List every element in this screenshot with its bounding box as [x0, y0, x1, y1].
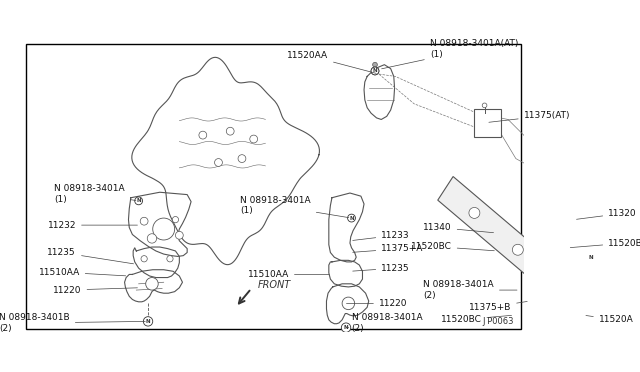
Text: J P0063: J P0063 [483, 317, 515, 326]
Polygon shape [329, 260, 362, 287]
Circle shape [342, 297, 355, 310]
Polygon shape [438, 177, 598, 323]
Text: N 08918-3401A(AT)
(1): N 08918-3401A(AT) (1) [381, 39, 518, 69]
Text: FRONT: FRONT [258, 280, 291, 291]
Circle shape [564, 244, 572, 252]
Text: 11220: 11220 [53, 286, 138, 295]
Polygon shape [133, 247, 179, 278]
Circle shape [372, 62, 378, 67]
Circle shape [147, 234, 157, 243]
Circle shape [141, 256, 147, 262]
Polygon shape [125, 270, 182, 302]
Text: 11233: 11233 [353, 231, 410, 240]
Text: 11232: 11232 [47, 221, 138, 230]
Text: N 08918-3401A
(2): N 08918-3401A (2) [423, 280, 517, 300]
Circle shape [143, 317, 153, 326]
Circle shape [348, 214, 355, 222]
Circle shape [167, 256, 173, 262]
Text: 11235: 11235 [47, 248, 134, 264]
Circle shape [135, 197, 143, 205]
Polygon shape [364, 65, 395, 119]
Text: N: N [372, 68, 378, 73]
Text: 11520BC: 11520BC [411, 242, 494, 251]
Text: N 08918-3401B
(2): N 08918-3401B (2) [0, 313, 145, 333]
Circle shape [199, 131, 207, 139]
Circle shape [146, 278, 158, 290]
Text: 11375+B: 11375+B [468, 301, 527, 312]
Text: 11340: 11340 [423, 223, 493, 232]
Circle shape [341, 323, 351, 332]
Text: N: N [136, 198, 141, 203]
Text: N: N [589, 255, 593, 260]
Text: 11520BC: 11520BC [440, 315, 511, 324]
FancyBboxPatch shape [474, 109, 501, 138]
Circle shape [572, 214, 585, 226]
Circle shape [371, 67, 379, 75]
Circle shape [175, 231, 183, 239]
Text: 11520AA: 11520AA [287, 51, 376, 73]
Polygon shape [561, 182, 596, 260]
Text: N 08918-3401A
(1): N 08918-3401A (1) [54, 184, 136, 203]
Text: N: N [349, 216, 354, 221]
Text: 11375(AT): 11375(AT) [489, 111, 570, 122]
Circle shape [587, 253, 595, 261]
Text: 11220: 11220 [346, 299, 408, 308]
Circle shape [172, 217, 179, 223]
Polygon shape [326, 284, 369, 324]
Text: N 08918-3401A
(2): N 08918-3401A (2) [346, 313, 422, 333]
Text: 11510AA: 11510AA [248, 270, 329, 279]
Circle shape [513, 244, 524, 255]
Text: 11375+A: 11375+A [353, 244, 424, 253]
Circle shape [227, 127, 234, 135]
Text: 11510AA: 11510AA [38, 267, 125, 276]
Circle shape [153, 218, 175, 240]
Polygon shape [329, 193, 364, 262]
Text: 11520B: 11520B [570, 238, 640, 248]
Circle shape [238, 155, 246, 163]
Circle shape [548, 275, 559, 286]
Circle shape [469, 208, 480, 218]
Text: N 08918-3401A
(1): N 08918-3401A (1) [240, 196, 349, 218]
Circle shape [140, 217, 148, 225]
Circle shape [482, 103, 487, 108]
Text: 11320: 11320 [577, 209, 637, 219]
Polygon shape [129, 192, 191, 256]
Circle shape [371, 67, 379, 75]
Text: N: N [146, 319, 150, 324]
Text: 11520A: 11520A [586, 315, 634, 324]
Circle shape [566, 246, 569, 249]
Text: 11235: 11235 [353, 264, 410, 273]
Circle shape [250, 135, 258, 143]
Text: N: N [344, 325, 348, 330]
Circle shape [214, 158, 222, 166]
